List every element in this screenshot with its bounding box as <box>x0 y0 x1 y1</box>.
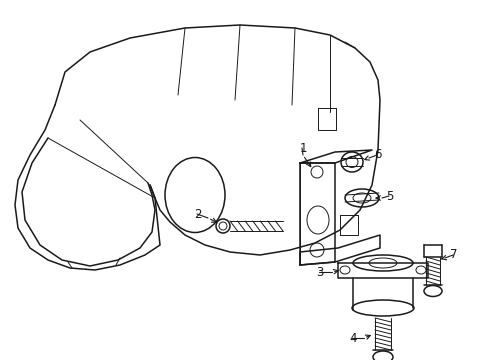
Text: 1: 1 <box>299 141 306 154</box>
Text: 2: 2 <box>194 207 202 220</box>
Text: 4: 4 <box>348 332 356 345</box>
Text: 3: 3 <box>316 266 323 279</box>
Text: 6: 6 <box>373 148 381 162</box>
Text: 5: 5 <box>386 189 393 202</box>
Text: 7: 7 <box>449 248 457 261</box>
